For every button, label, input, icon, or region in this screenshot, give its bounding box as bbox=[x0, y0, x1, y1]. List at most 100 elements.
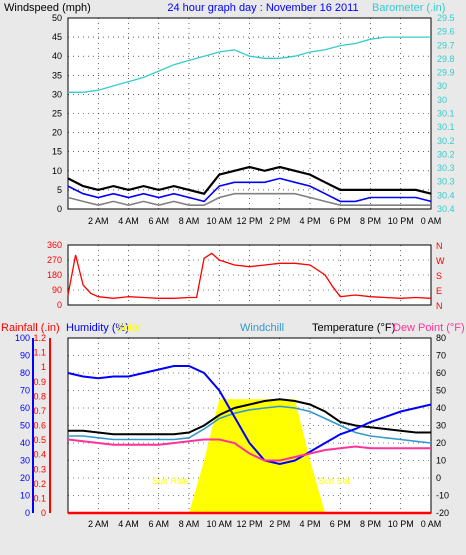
wind-y-tick: 40 bbox=[52, 51, 62, 61]
wind-y-tick: 20 bbox=[52, 128, 62, 138]
windspeed-gust-line bbox=[67, 165, 432, 195]
x-tick-label-wind: 8 AM bbox=[179, 216, 200, 226]
rain-y-tick: 1 bbox=[41, 362, 46, 372]
rain-y-tick: 0.1 bbox=[33, 493, 46, 503]
barometer-tick: 30.3 bbox=[437, 163, 455, 173]
temp-y-tick: 0 bbox=[436, 473, 441, 483]
rain-y-tick: 0.6 bbox=[33, 421, 46, 431]
x-tick-label-wind: 4 AM bbox=[118, 216, 139, 226]
temp-y-tick: -10 bbox=[436, 491, 449, 501]
x-tick-label-weather: 8 AM bbox=[179, 519, 200, 529]
humidity-y-tick: 50 bbox=[20, 421, 30, 431]
graph-day-title: 24 hour graph day : November 16 2011 bbox=[167, 2, 358, 14]
x-tick-label-wind: 6 AM bbox=[148, 216, 169, 226]
x-tick-label-wind: 10 AM bbox=[206, 216, 232, 226]
x-tick-label-weather: 6 AM bbox=[148, 519, 169, 529]
temp-y-tick: 20 bbox=[436, 438, 446, 448]
x-tick-label-wind: 10 PM bbox=[388, 216, 414, 226]
x-tick-label-wind: 6 PM bbox=[330, 216, 351, 226]
direction-y-tick: 360 bbox=[47, 240, 62, 250]
x-tick-label-wind: 12 PM bbox=[236, 216, 262, 226]
windspeed-title: Windspeed (mph) bbox=[4, 2, 91, 14]
x-tick-label-wind: 2 PM bbox=[269, 216, 290, 226]
rain-y-tick: 0.3 bbox=[33, 464, 46, 474]
humidity-y-tick: 70 bbox=[20, 386, 30, 396]
solar-label: Solar bbox=[116, 322, 142, 334]
rain-y-tick: 0.5 bbox=[33, 435, 46, 445]
sunrise-annotation: Sun Rise bbox=[152, 476, 189, 486]
compass-tick: N bbox=[436, 301, 443, 311]
humidity-y-tick: 30 bbox=[20, 456, 30, 466]
barometer-tick: 30 bbox=[437, 95, 447, 105]
x-tick-label-wind: 8 PM bbox=[360, 216, 381, 226]
rain-y-tick: 0.2 bbox=[33, 479, 46, 489]
windchill-line bbox=[68, 405, 432, 444]
barometer-tick: 30.2 bbox=[437, 149, 455, 159]
wind-y-tick: 25 bbox=[52, 109, 62, 119]
wind-direction-line bbox=[67, 252, 432, 299]
windspeed-low-line bbox=[67, 192, 431, 207]
x-tick-label-weather: 0 AM bbox=[421, 519, 442, 529]
temp-y-tick: 40 bbox=[436, 403, 446, 413]
x-tick-label-wind: 0 AM bbox=[421, 216, 442, 226]
x-tick-label-weather: 10 PM bbox=[388, 519, 414, 529]
temp-y-tick: 60 bbox=[436, 368, 446, 378]
rain-y-tick: 1.1 bbox=[33, 348, 46, 358]
humidity-y-tick: 0 bbox=[25, 508, 30, 518]
compass-tick: E bbox=[436, 286, 442, 296]
x-tick-label-weather: 6 PM bbox=[330, 519, 351, 529]
barometer-tick: 30.4 bbox=[437, 204, 455, 214]
humidity-y-tick: 60 bbox=[20, 403, 30, 413]
compass-tick: N bbox=[436, 241, 443, 251]
rain-y-tick: 0.7 bbox=[33, 406, 46, 416]
humidity-y-tick: 90 bbox=[20, 351, 30, 361]
barometer-tick: 29.5 bbox=[437, 13, 455, 23]
temp-y-tick: -20 bbox=[436, 508, 449, 518]
barometer-line bbox=[68, 36, 431, 93]
wind-y-tick: 45 bbox=[52, 32, 62, 42]
barometer-tick: 29.6 bbox=[437, 27, 455, 37]
humidity-label: Humidity (%) bbox=[66, 322, 129, 334]
rain-y-tick: 1.2 bbox=[33, 333, 46, 343]
barometer-tick: 29.7 bbox=[437, 40, 455, 50]
barometer-tick: 30.2 bbox=[437, 136, 455, 146]
wind-y-tick: 35 bbox=[52, 70, 62, 80]
rain-y-tick: 0.9 bbox=[33, 377, 46, 387]
wind-y-tick: 10 bbox=[52, 166, 62, 176]
wind-y-tick: 0 bbox=[57, 204, 62, 214]
solar-area bbox=[68, 399, 431, 513]
dewpoint-line bbox=[67, 438, 431, 462]
barometer-tick: 30.4 bbox=[437, 190, 455, 200]
humidity-y-tick: 10 bbox=[20, 491, 30, 501]
rainfall-label: Rainfall (.in) bbox=[1, 322, 60, 334]
barometer-tick: 30.1 bbox=[437, 109, 455, 119]
direction-y-tick: 270 bbox=[47, 255, 62, 265]
x-tick-label-wind: 2 AM bbox=[88, 216, 109, 226]
compass-tick: W bbox=[436, 256, 445, 266]
x-tick-label-weather: 4 AM bbox=[118, 519, 139, 529]
dewpoint-label: Dew Point (°F) bbox=[393, 322, 465, 334]
x-tick-label-weather: 10 AM bbox=[206, 519, 232, 529]
x-tick-label-weather: 2 AM bbox=[88, 519, 109, 529]
x-tick-label-weather: 12 PM bbox=[236, 519, 262, 529]
rain-y-tick: 0 bbox=[41, 508, 46, 518]
humidity-line bbox=[67, 365, 432, 466]
barometer-tick: 30.1 bbox=[437, 122, 455, 132]
x-tick-label-weather: 2 PM bbox=[269, 519, 290, 529]
humidity-y-tick: 40 bbox=[20, 438, 30, 448]
x-tick-label-wind: 4 PM bbox=[299, 216, 320, 226]
x-tick-label-weather: 4 PM bbox=[299, 519, 320, 529]
temp-y-tick: 50 bbox=[436, 386, 446, 396]
temp-y-tick: 80 bbox=[436, 333, 446, 343]
direction-y-tick: 180 bbox=[47, 270, 62, 280]
wind-y-tick: 15 bbox=[52, 147, 62, 157]
barometer-tick: 30.3 bbox=[437, 177, 455, 187]
barometer-tick: 29.8 bbox=[437, 54, 455, 64]
barometer-tick: 30 bbox=[437, 81, 447, 91]
sunset-annotation: Sun Set bbox=[318, 476, 351, 486]
compass-tick: S bbox=[436, 271, 442, 281]
windspeed-avg-line bbox=[67, 177, 432, 203]
wind-y-tick: 5 bbox=[57, 185, 62, 195]
windchill-label: Windchill bbox=[240, 322, 284, 334]
